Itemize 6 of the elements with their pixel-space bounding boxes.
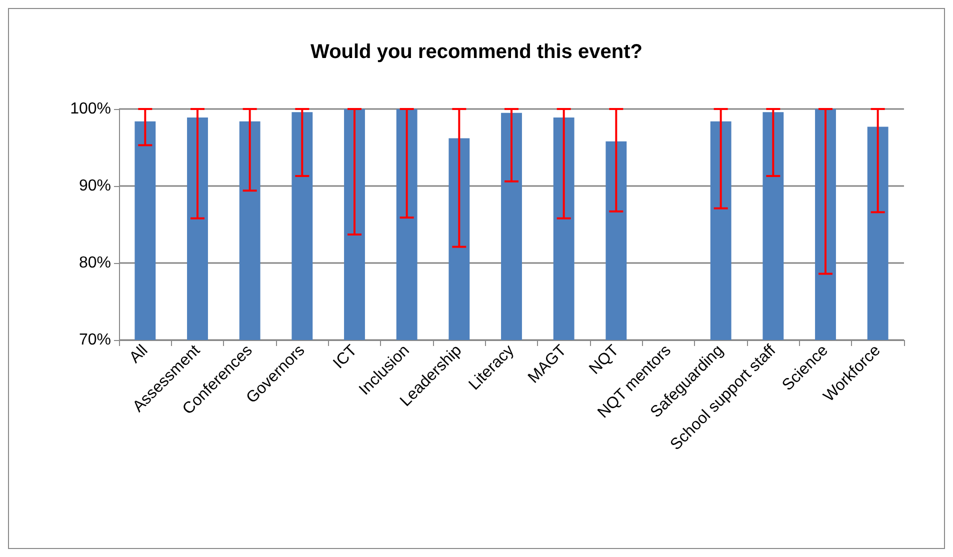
y-tick-label: 90% xyxy=(78,178,111,194)
y-tick-label: 100% xyxy=(70,100,111,118)
y-tick-label: 80% xyxy=(78,254,111,272)
chart-title: Would you recommend this event? xyxy=(310,41,642,63)
x-tick-label: ICT xyxy=(330,342,361,372)
y-tick-label: 70% xyxy=(78,332,111,348)
